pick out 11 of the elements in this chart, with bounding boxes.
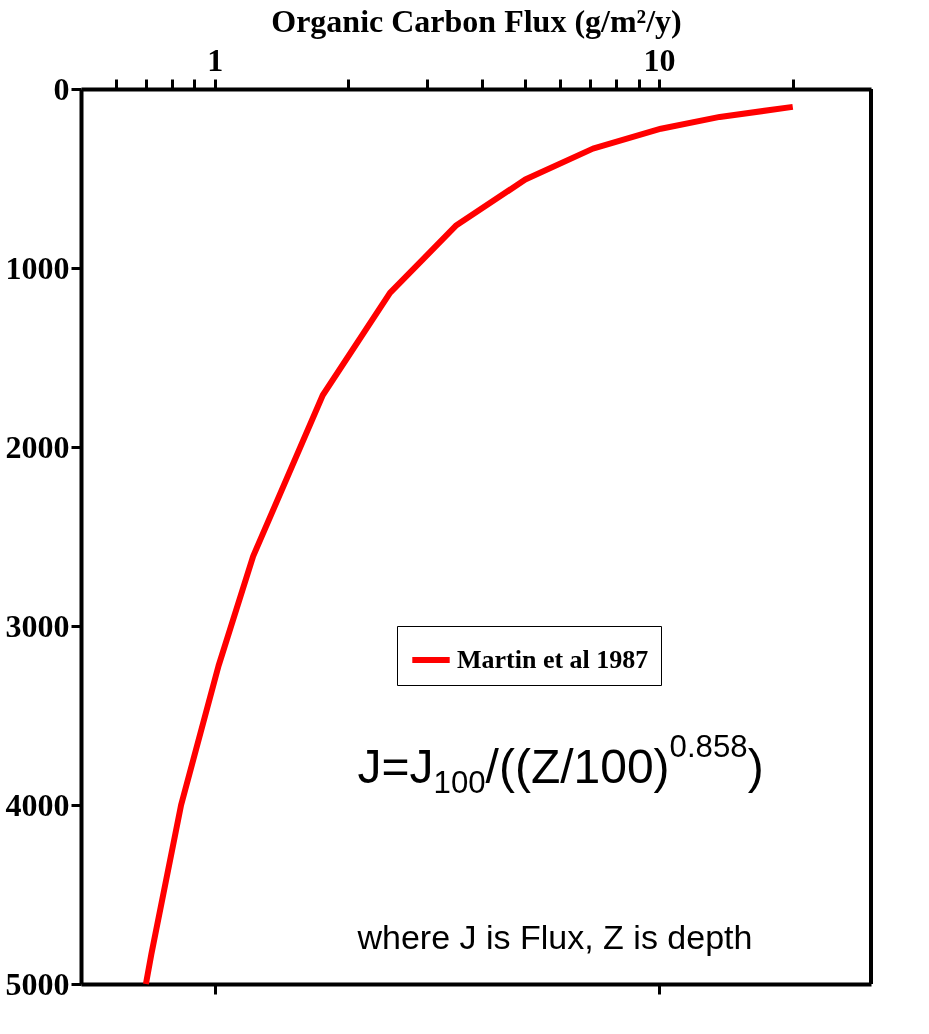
y-tick-label: 3000 <box>5 607 70 644</box>
annotation: where J is Flux, Z is depth <box>356 918 753 957</box>
y-tick-label: 1000 <box>5 249 70 286</box>
y-tick-label: 5000 <box>5 965 70 1002</box>
x-tick-label: 1 <box>207 41 224 78</box>
y-tick-label: 0 <box>53 70 70 107</box>
x-axis-title: Organic Carbon Flux (g/m²/y) <box>271 2 682 39</box>
y-tick-label: 4000 <box>5 786 70 823</box>
y-tick-label: 2000 <box>5 428 70 465</box>
x-tick-label: 10 <box>643 41 676 78</box>
legend-label: Martin et al 1987 <box>457 645 649 674</box>
